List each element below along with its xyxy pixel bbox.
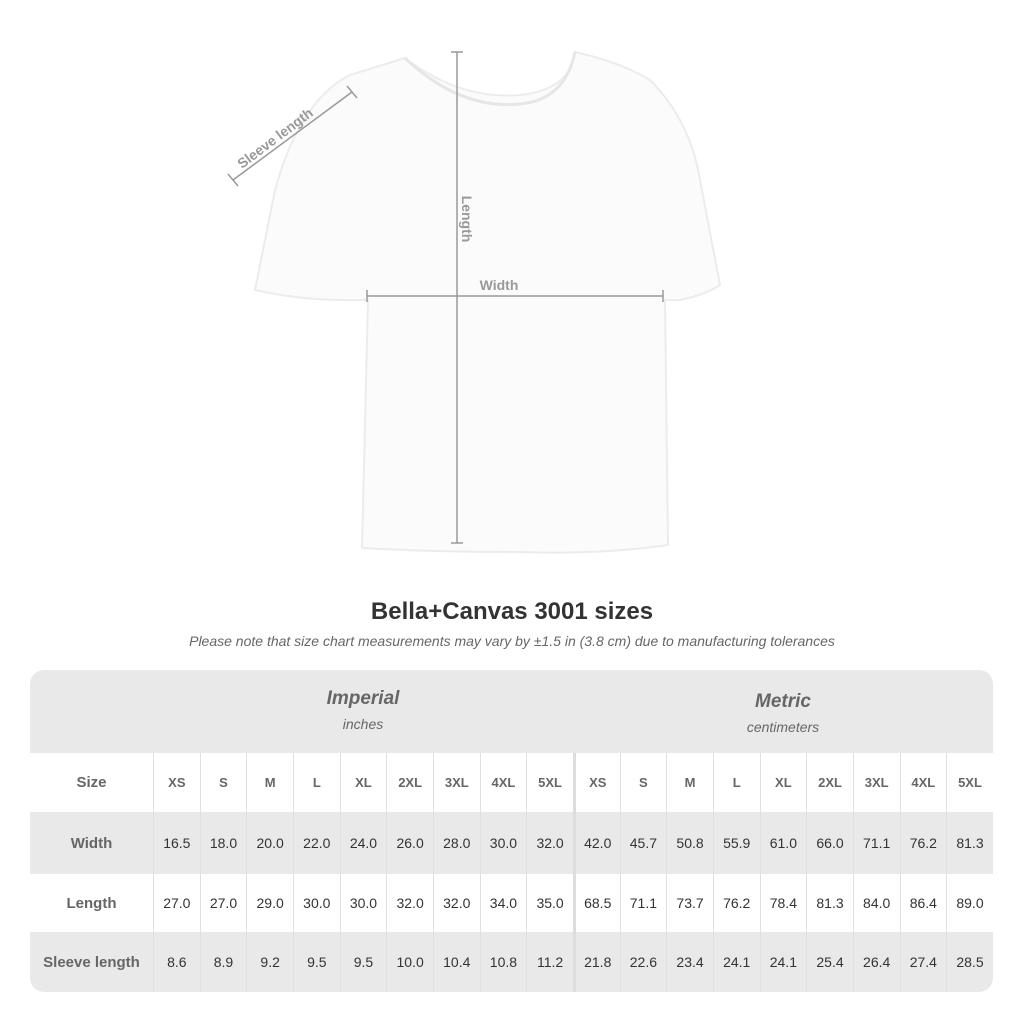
table-row: Sleeve length 8.6 8.9 9.2 9.5 9.5 10.0 10.4 10.8… — [30, 932, 993, 992]
imperial-value-cell: 11.2 — [526, 932, 573, 992]
tshirt-shape — [253, 50, 722, 554]
metric-value-cell: 55.9 — [712, 812, 760, 874]
metric-value-cell: 68.5 — [572, 874, 620, 932]
imperial-value-cell: 35.0 — [526, 874, 573, 932]
size-header-cell: 2XL — [386, 753, 433, 812]
imperial-value-cell: 30.0 — [292, 874, 340, 932]
row-label: Sleeve length — [43, 953, 140, 971]
metric-value-cell: 21.8 — [572, 932, 620, 992]
table-row: Width 16.5 18.0 20.0 22.0 24.0 26.0 28.0 30.0 32.… — [30, 812, 993, 874]
metric-value-cell: 84.0 — [852, 874, 900, 932]
metric-value-cell: 81.3 — [806, 874, 853, 932]
row-label: Width — [70, 834, 113, 852]
imperial-value-cell: 30.0 — [479, 812, 527, 874]
metric-value-cell: 81.3 — [946, 812, 993, 874]
imperial-value-cell: 10.8 — [479, 932, 527, 992]
size-header-cell: XL — [759, 753, 807, 812]
metric-value-cell: 78.4 — [759, 874, 807, 932]
size-header-cell: 3XL — [432, 753, 480, 812]
size-header-cell: XS — [572, 753, 620, 812]
metric-value-cell: 73.7 — [666, 874, 713, 932]
table-row: Length 27.0 27.0 29.0 30.0 30.0 32.0 32.0 34.0 35… — [30, 874, 993, 932]
imperial-value-cell: 30.0 — [339, 874, 387, 932]
imperial-value-cell: 27.0 — [199, 874, 247, 932]
imperial-value-cell: 26.0 — [386, 812, 433, 874]
imperial-value-cell: 10.0 — [386, 932, 433, 992]
size-header-cell: 2XL — [806, 753, 853, 812]
metric-value-cell: 76.2 — [712, 874, 760, 932]
chart-title: Bella+Canvas 3001 sizes — [370, 598, 654, 625]
size-header-cell: S — [619, 753, 667, 812]
imperial-value-cell: 29.0 — [246, 874, 293, 932]
size-header-cell: 3XL — [852, 753, 900, 812]
size-header-cell: XS — [153, 753, 200, 812]
tolerance-note: Please note that size chart measurements… — [189, 633, 835, 649]
size-header-label: Size — [76, 774, 107, 791]
size-row: Size XS S M L XL 2XL 3XL 4XL 5XL XS S M L XL 2XL 3XL 4XL 5… — [30, 753, 993, 812]
size-header-cell: 5XL — [946, 753, 993, 812]
length-label: Length — [459, 196, 475, 243]
tshirt-diagram: Sleeve length Length Width — [227, 50, 722, 554]
metric-value-cell: 71.1 — [619, 874, 667, 932]
group-metric: Metric centimeters — [573, 691, 993, 735]
size-table: Imperial inches Metric centimeters Size X… — [30, 670, 993, 992]
group-unit: centimeters — [746, 719, 820, 735]
group-imperial: Imperial inches — [153, 688, 573, 732]
row-label: Length — [66, 894, 117, 912]
width-label: Width — [480, 277, 519, 293]
group-unit: inches — [342, 716, 384, 732]
size-header-cell: L — [712, 753, 760, 812]
imperial-value-cell: 32.0 — [526, 812, 573, 874]
imperial-value-cell: 9.5 — [292, 932, 340, 992]
metric-value-cell: 42.0 — [572, 812, 620, 874]
imperial-value-cell: 28.0 — [432, 812, 480, 874]
group-name: Metric — [755, 691, 811, 712]
size-header-cell: L — [292, 753, 340, 812]
size-header-cell: 4XL — [899, 753, 947, 812]
metric-value-cell: 27.4 — [899, 932, 947, 992]
metric-value-cell: 25.4 — [806, 932, 853, 992]
group-header: Imperial inches Metric centimeters — [30, 670, 993, 753]
collar — [403, 51, 577, 107]
metric-value-cell: 71.1 — [852, 812, 900, 874]
metric-value-cell: 23.4 — [666, 932, 713, 992]
imperial-value-cell: 18.0 — [199, 812, 247, 874]
imperial-value-cell: 8.9 — [199, 932, 247, 992]
imperial-value-cell: 32.0 — [432, 874, 480, 932]
imperial-value-cell: 16.5 — [153, 812, 200, 874]
size-header-cell: M — [666, 753, 713, 812]
size-header-cell: S — [199, 753, 247, 812]
metric-value-cell: 61.0 — [759, 812, 807, 874]
imperial-value-cell: 24.0 — [339, 812, 387, 874]
group-name: Imperial — [326, 688, 400, 709]
imperial-value-cell: 34.0 — [479, 874, 527, 932]
size-header-cell: 5XL — [526, 753, 573, 812]
metric-value-cell: 28.5 — [946, 932, 993, 992]
size-header-cell: 4XL — [479, 753, 527, 812]
imperial-value-cell: 32.0 — [386, 874, 433, 932]
metric-value-cell: 24.1 — [712, 932, 760, 992]
size-header-cell: M — [246, 753, 293, 812]
metric-value-cell: 24.1 — [759, 932, 807, 992]
size-header-cell: XL — [339, 753, 387, 812]
metric-value-cell: 86.4 — [899, 874, 947, 932]
imperial-value-cell: 9.5 — [339, 932, 387, 992]
imperial-value-cell: 8.6 — [153, 932, 200, 992]
imperial-value-cell: 10.4 — [432, 932, 480, 992]
imperial-value-cell: 20.0 — [246, 812, 293, 874]
imperial-value-cell: 22.0 — [292, 812, 340, 874]
metric-value-cell: 50.8 — [666, 812, 713, 874]
metric-value-cell: 26.4 — [852, 932, 900, 992]
metric-value-cell: 45.7 — [619, 812, 667, 874]
imperial-value-cell: 27.0 — [153, 874, 200, 932]
metric-value-cell: 76.2 — [899, 812, 947, 874]
imperial-value-cell: 9.2 — [246, 932, 293, 992]
metric-value-cell: 22.6 — [619, 932, 667, 992]
sleeve-measure-line — [232, 91, 353, 181]
metric-value-cell: 66.0 — [806, 812, 853, 874]
metric-value-cell: 89.0 — [946, 874, 993, 932]
